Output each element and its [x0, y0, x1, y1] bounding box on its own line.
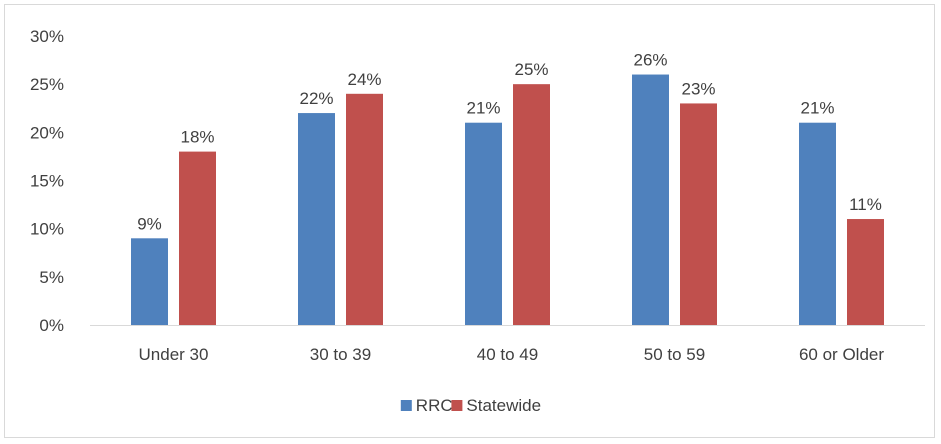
data-label-rrc-2: 21% [466, 99, 500, 118]
data-label-rrc-3: 26% [633, 51, 667, 70]
legend: RRC Statewide [400, 396, 541, 415]
y-tick-label: 0% [39, 316, 64, 335]
bar-statewide-4 [847, 219, 884, 325]
y-tick-label: 15% [30, 172, 64, 191]
bar-rrc-0 [131, 238, 168, 325]
data-label-rrc-1: 22% [299, 89, 333, 108]
x-tick-label: 30 to 39 [310, 345, 371, 364]
data-labels: 9% 18% 22% 24% 21% 25% 26% 23% 21% 11% [137, 51, 882, 234]
bar-rrc-1 [298, 113, 335, 325]
data-label-statewide-1: 24% [347, 70, 381, 89]
data-label-rrc-0: 9% [137, 214, 162, 233]
bars [131, 74, 884, 326]
data-label-statewide-2: 25% [514, 60, 548, 79]
x-tick-label: Under 30 [139, 345, 209, 364]
legend-label-rrc: RRC [416, 396, 453, 415]
x-tick-label: 40 to 49 [477, 345, 538, 364]
bar-rrc-2 [465, 122, 502, 325]
data-label-statewide-3: 23% [681, 79, 715, 98]
legend-swatch-rrc [400, 400, 412, 411]
bar-statewide-0 [179, 151, 216, 325]
bar-rrc-3 [632, 74, 669, 326]
data-label-statewide-4: 11% [849, 195, 882, 214]
x-tick-label: 60 or Older [799, 345, 884, 364]
data-label-statewide-0: 18% [180, 128, 214, 147]
x-axis: Under 30 30 to 39 40 to 49 50 to 59 60 or Ol… [139, 345, 885, 364]
y-tick-label: 10% [30, 220, 64, 239]
y-axis: 0% 5% 10% 15% 20% 25% 30% [30, 27, 64, 335]
legend-label-statewide: Statewide [466, 396, 541, 415]
data-label-rrc-4: 21% [800, 99, 834, 118]
x-tick-label: 50 to 59 [644, 345, 705, 364]
y-tick-label: 5% [39, 268, 64, 287]
bar-statewide-3 [680, 103, 717, 325]
y-tick-label: 30% [30, 27, 64, 46]
y-tick-label: 20% [30, 123, 64, 142]
bar-rrc-4 [799, 122, 836, 325]
y-tick-label: 25% [30, 75, 64, 94]
bar-statewide-2 [513, 84, 550, 326]
bar-statewide-1 [346, 93, 383, 325]
legend-swatch-statewide [451, 400, 463, 411]
